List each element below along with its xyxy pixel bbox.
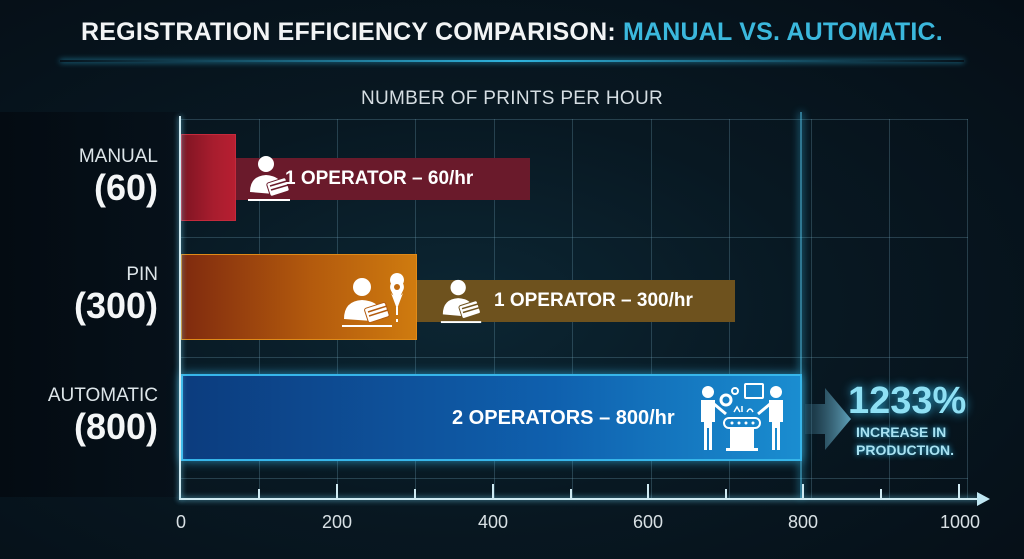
- bar-manual: [181, 134, 236, 221]
- two-operators-with-conveyor-icon: [692, 382, 792, 454]
- increase-caption-line2: PRODUCTION.: [856, 442, 954, 458]
- tick-minor: [570, 489, 572, 498]
- band-label-manual: 1 OPERATOR – 60/hr: [285, 168, 474, 189]
- gridline-h: [180, 119, 968, 120]
- tick-minor: [258, 489, 260, 498]
- increase-percentage: 1233%: [848, 380, 967, 422]
- category-value-automatic: (800): [73, 406, 158, 447]
- gridline-h: [180, 237, 968, 238]
- tick-major: [802, 484, 804, 498]
- title-accent: MANUAL VS. AUTOMATIC.: [623, 18, 943, 46]
- chart-subtitle: NUMBER OF PRINTS PER HOUR: [360, 88, 664, 109]
- tick-minor: [414, 489, 416, 498]
- x-tick-label: 800: [787, 512, 819, 532]
- gridline-h: [180, 478, 968, 479]
- operator-with-card-icon: [439, 276, 485, 326]
- gridline-h: [180, 357, 968, 358]
- x-axis-arrow-icon: [977, 492, 990, 506]
- x-tick-label: 400: [477, 512, 509, 532]
- tick-major: [958, 484, 960, 498]
- tick-major: [336, 484, 338, 498]
- y-axis: [179, 116, 181, 500]
- tick-major: [492, 484, 494, 498]
- tick-major: [647, 484, 649, 498]
- bar-automatic: [181, 374, 802, 461]
- chart-title: REGISTRATION EFFICIENCY COMPARISON: MANU…: [0, 18, 1024, 47]
- gridline-v: [967, 119, 968, 500]
- x-tick-label: 0: [175, 512, 186, 532]
- increase-caption: INCREASE IN PRODUCTION.: [856, 423, 954, 459]
- band-label-pin: 1 OPERATOR – 300/hr: [494, 290, 693, 311]
- operator-with-card-icon: [246, 152, 294, 204]
- title-main: REGISTRATION EFFICIENCY COMPARISON:: [81, 18, 623, 46]
- gridline-v: [889, 119, 890, 500]
- category-name-automatic: AUTOMATIC: [47, 385, 158, 406]
- max-value-marker-line: [800, 112, 802, 498]
- callout-arrow-icon: [805, 388, 851, 455]
- x-tick-label: 600: [632, 512, 664, 532]
- x-tick-label: 200: [321, 512, 353, 532]
- x-tick-label: 1000: [939, 512, 981, 532]
- category-value-manual: (60): [93, 167, 158, 208]
- operator-with-card-and-pin-icon: [340, 273, 410, 333]
- title-divider: [60, 60, 964, 62]
- x-axis: [179, 498, 979, 500]
- increase-caption-line1: INCREASE IN: [856, 424, 947, 440]
- category-name-pin: PIN: [126, 264, 158, 285]
- band-label-automatic: 2 OPERATORS – 800/hr: [452, 407, 675, 429]
- category-label-panel: [0, 112, 180, 497]
- category-value-pin: (300): [73, 285, 158, 326]
- tick-minor: [725, 489, 727, 498]
- gridline-v: [811, 119, 812, 500]
- category-name-manual: MANUAL: [78, 146, 158, 167]
- tick-minor: [880, 489, 882, 498]
